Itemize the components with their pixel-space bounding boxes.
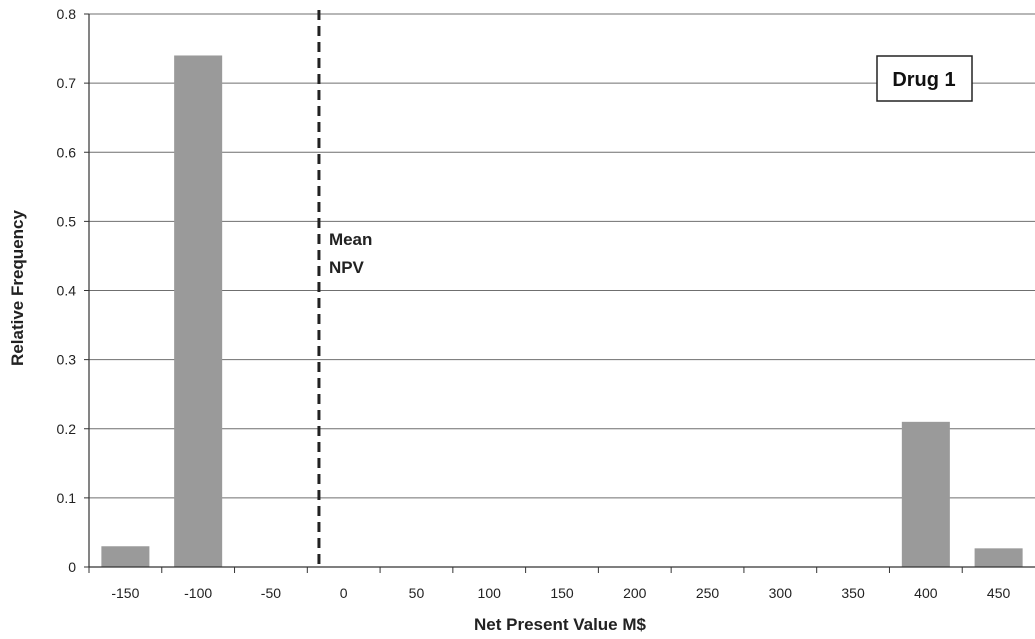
x-tick-label: 450 [987, 585, 1011, 601]
y-tick-label: 0 [68, 559, 76, 575]
x-tick-label: 200 [623, 585, 647, 601]
y-tick-label: 0.3 [57, 352, 77, 368]
x-tick-label: 350 [841, 585, 865, 601]
x-tick-label: 150 [550, 585, 574, 601]
bar [975, 548, 1023, 567]
x-tick-label: 0 [340, 585, 348, 601]
mean-npv-label: Mean [329, 230, 372, 249]
x-tick-label: -50 [261, 585, 281, 601]
y-tick-label: 0.4 [57, 283, 77, 299]
y-tick-label: 0.2 [57, 421, 77, 437]
x-tick-label: -100 [184, 585, 212, 601]
legend-label: Drug 1 [892, 69, 955, 91]
bar [902, 422, 950, 567]
mean-npv-label: NPV [329, 258, 365, 277]
x-axis-title: Net Present Value M$ [474, 615, 647, 634]
x-tick-label: 50 [409, 585, 425, 601]
y-axis-title: Relative Frequency [8, 210, 27, 366]
bar [174, 55, 222, 567]
y-tick-label: 0.5 [57, 213, 77, 229]
y-tick-label: 0.8 [57, 6, 77, 22]
x-tick-label: 250 [696, 585, 720, 601]
y-tick-label: 0.6 [57, 144, 77, 160]
x-tick-label: -150 [111, 585, 139, 601]
x-tick-label: 100 [478, 585, 502, 601]
x-tick-label: 400 [914, 585, 938, 601]
bars [101, 55, 1022, 567]
mean-npv-marker: Mean NPV [319, 10, 372, 567]
legend: Drug 1 [877, 56, 972, 101]
x-tick-label: 300 [769, 585, 793, 601]
y-tick-label: 0.1 [57, 490, 77, 506]
y-tick-label: 0.7 [57, 75, 77, 91]
bar [101, 546, 149, 567]
